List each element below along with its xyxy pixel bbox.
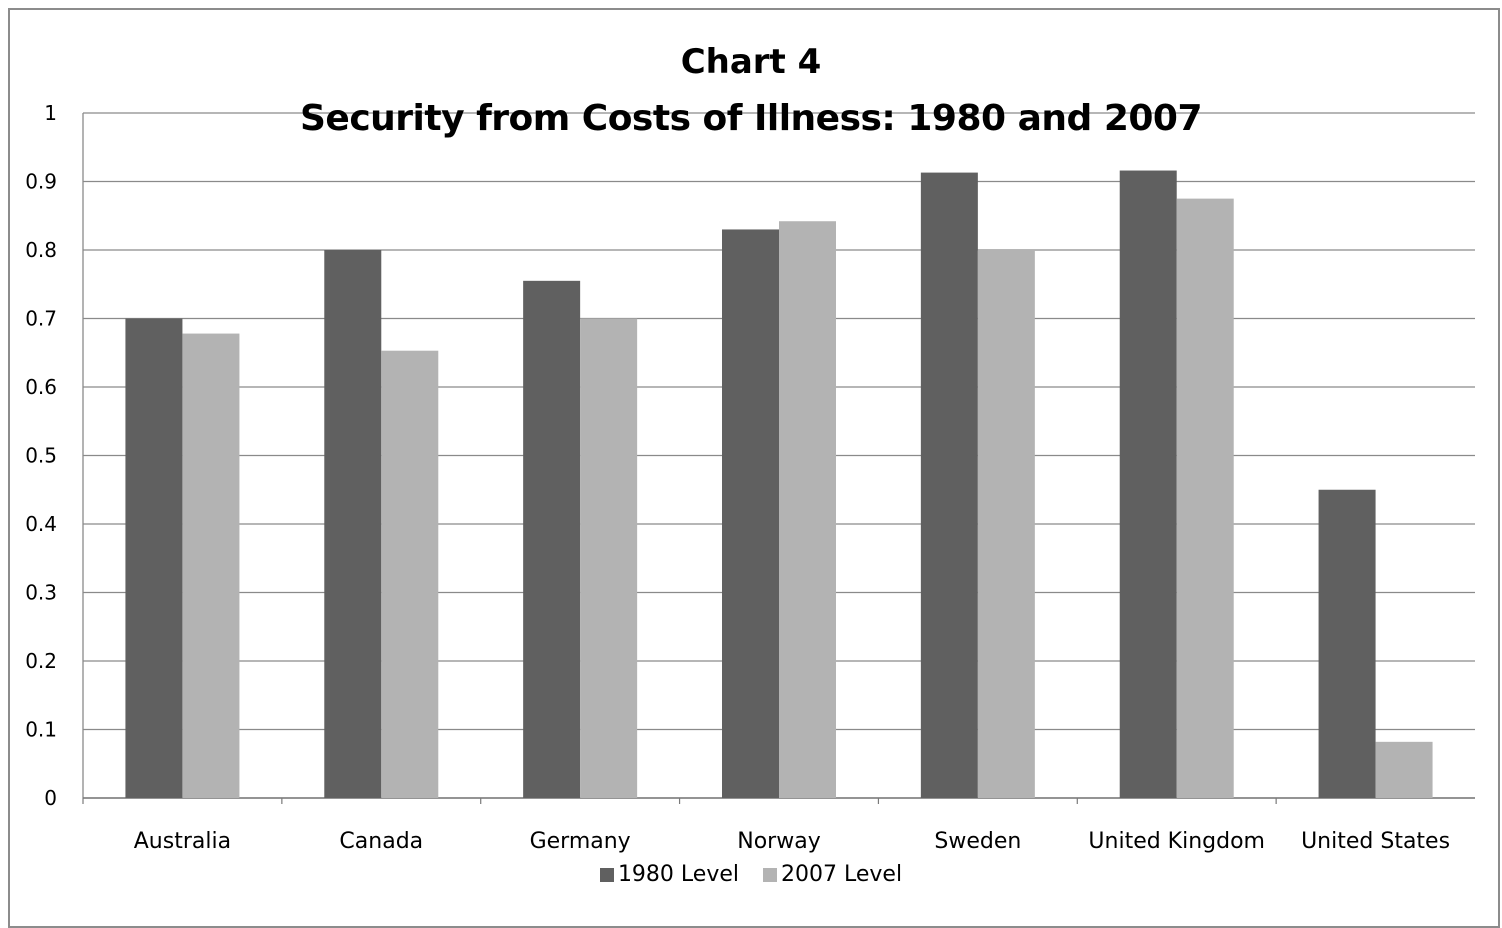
bar-1980: [1318, 489, 1376, 798]
legend-swatch-1980: [599, 867, 614, 882]
x-tick-label: Norway: [737, 829, 820, 854]
y-tick-label: 0.4: [25, 512, 57, 536]
y-tick-label: 0.1: [25, 718, 57, 742]
x-tick-label: Germany: [530, 829, 631, 854]
x-tick-label: Sweden: [934, 829, 1021, 854]
y-tick-label: 1: [44, 101, 57, 125]
bar-2007: [580, 318, 638, 798]
bar-2007: [977, 250, 1035, 798]
chart-title: Chart 4: [680, 42, 822, 82]
y-tick-label: 0.3: [25, 581, 57, 605]
x-tick-label: Canada: [339, 829, 423, 854]
y-tick-label: 0: [44, 786, 57, 810]
bar-1980: [523, 280, 581, 798]
bar-1980: [1119, 170, 1177, 799]
bar-2007: [1176, 198, 1234, 798]
legend-item-1980: 1980 Level: [599, 862, 739, 887]
legend-label-1980: 1980 Level: [617, 862, 739, 887]
x-tick-label: United States: [1301, 829, 1450, 854]
y-tick-label: 0.6: [25, 375, 57, 399]
y-tick-label: 0.2: [25, 649, 57, 673]
bar-1980: [324, 250, 382, 798]
bar-1980: [920, 172, 978, 799]
bar-2007: [381, 350, 439, 798]
legend-swatch-2007: [763, 867, 777, 882]
legend-item-2007: 2007 Level: [763, 862, 902, 887]
bar-1980: [125, 318, 183, 798]
x-tick-label: United Kingdom: [1088, 829, 1265, 854]
y-tick-label: 0.5: [25, 444, 57, 468]
bar-2007: [182, 333, 240, 798]
y-tick-label: 0.7: [25, 307, 57, 331]
bar-2007: [1375, 741, 1433, 798]
y-tick-label: 0.9: [25, 170, 57, 194]
bar-2007: [779, 221, 836, 799]
x-tick-label: Australia: [134, 829, 231, 854]
legend-label-2007: 2007 Level: [781, 862, 903, 887]
y-tick-label: 0.8: [25, 238, 57, 262]
chart-subtitle: Security from Costs of Illness: 1980 and…: [299, 98, 1203, 139]
legend: 1980 Level 2007 Level: [0, 862, 1502, 887]
bar-1980: [722, 229, 779, 798]
